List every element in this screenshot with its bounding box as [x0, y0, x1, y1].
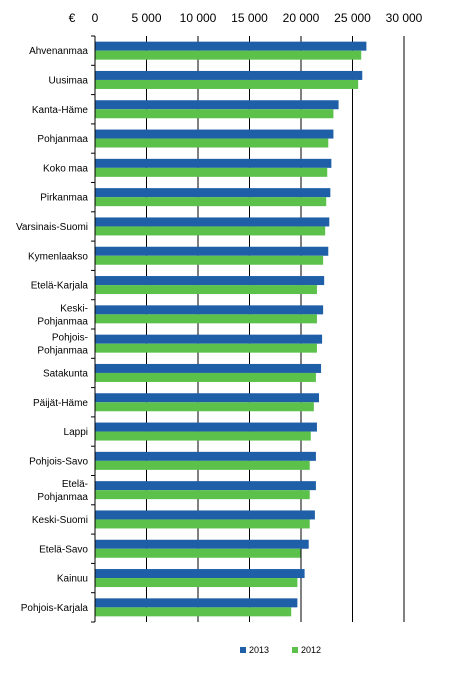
bar-2013	[95, 188, 331, 198]
bar-2012	[95, 402, 314, 412]
bar-2012	[95, 255, 324, 265]
bar-2012	[95, 607, 292, 617]
bar-2013	[95, 70, 363, 80]
category-label: Kanta-Häme	[32, 105, 89, 116]
category-label: Pohjanmaa	[37, 134, 88, 145]
category-label: Kainuu	[57, 574, 88, 585]
bar-2012	[95, 372, 316, 382]
x-tick-label: 10 000	[180, 11, 217, 25]
bar-2013	[95, 246, 329, 256]
bar-2012	[95, 226, 326, 236]
bar-2012	[95, 431, 311, 441]
category-label: Keski-Pohjanmaa	[37, 303, 88, 327]
bar-2013	[95, 393, 320, 403]
x-tick-label: 15 000	[231, 11, 268, 25]
unit-label: €	[69, 11, 76, 25]
category-label: Päijät-Häme	[33, 398, 88, 409]
bar-2013	[95, 100, 339, 110]
bar-2013	[95, 305, 324, 315]
bar-2013	[95, 158, 332, 168]
bar-2013	[95, 422, 317, 432]
bar-2013	[95, 276, 325, 286]
bar-2012	[95, 50, 362, 60]
category-label: Satakunta	[43, 368, 88, 379]
legend-swatch-2013	[240, 647, 246, 653]
x-tick-label: 30 000	[386, 11, 423, 25]
bar-2013	[95, 598, 298, 608]
category-label: Lappi	[64, 427, 88, 438]
grid-lines	[146, 36, 405, 622]
bar-2012	[95, 138, 329, 148]
legend-label-2012: 2012	[301, 645, 321, 655]
category-label: Etelä-Karjala	[31, 281, 89, 292]
bar-2013	[95, 510, 315, 520]
bar-2013	[95, 217, 330, 227]
bar-2012	[95, 519, 310, 529]
x-tick-label: 25 000	[334, 11, 371, 25]
bar-2013	[95, 363, 322, 373]
x-tick-label: 0	[92, 11, 99, 25]
legend-swatch-2012	[292, 647, 298, 653]
category-label: Ahvenanmaa	[29, 46, 88, 57]
bar-2013	[95, 539, 309, 549]
legend-label-2013: 2013	[249, 645, 269, 655]
x-tick-label: 20 000	[283, 11, 320, 25]
bar-2012	[95, 314, 317, 324]
category-label: Etelä-Pohjanmaa	[37, 479, 88, 503]
category-label: Koko maa	[43, 163, 88, 174]
bar-2012	[95, 578, 298, 588]
bars	[95, 41, 367, 617]
category-label: Etelä-Savo	[39, 544, 88, 555]
bar-2012	[95, 79, 359, 89]
category-label: Varsinais-Suomi	[16, 222, 88, 233]
bar-2013	[95, 129, 334, 139]
bar-2013	[95, 334, 323, 344]
category-label: Uusimaa	[49, 75, 89, 86]
legend: 2013 2012	[240, 645, 321, 655]
axes	[91, 35, 96, 623]
category-label: Pohjois-Pohjanmaa	[37, 333, 88, 357]
category-label: Kymenlaakso	[28, 251, 88, 262]
category-labels: Ahvenanmaa Uusimaa Kanta-Häme Pohjanmaa Koko…	[16, 46, 89, 614]
bar-2013	[95, 451, 316, 461]
category-label: Keski-Suomi	[32, 515, 88, 526]
bar-2012	[95, 109, 334, 119]
bar-2013	[95, 569, 305, 579]
bar-2013	[95, 481, 316, 491]
bar-2012	[95, 548, 301, 558]
bar-2012	[95, 167, 328, 177]
category-label: Pirkanmaa	[40, 193, 88, 204]
x-tick-label: 5 000	[131, 11, 161, 25]
x-tick-labels: 0 5 000 10 000 15 000 20 000 25 000 30 000 €	[69, 11, 423, 25]
category-label: Pohjois-Karjala	[21, 603, 89, 614]
bar-2012	[95, 197, 327, 207]
bar-2012	[95, 460, 310, 470]
bar-2012	[95, 490, 310, 500]
bar-2012	[95, 285, 317, 295]
bar-2013	[95, 41, 367, 51]
category-label: Pohjois-Savo	[29, 456, 88, 467]
bar-2012	[95, 343, 317, 353]
